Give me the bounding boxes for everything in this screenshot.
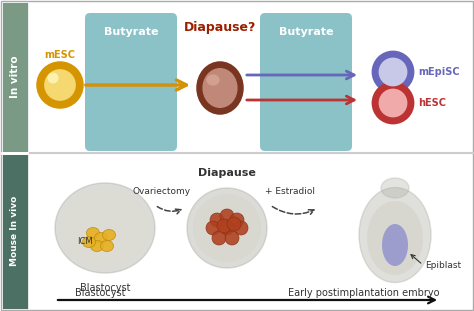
Circle shape <box>234 221 248 235</box>
Text: Blastocyst: Blastocyst <box>75 288 126 298</box>
Ellipse shape <box>82 236 95 248</box>
Circle shape <box>373 83 413 123</box>
Circle shape <box>373 52 413 92</box>
Ellipse shape <box>381 178 409 198</box>
Circle shape <box>217 219 231 233</box>
Circle shape <box>379 89 407 117</box>
Circle shape <box>44 69 76 101</box>
Text: mESC: mESC <box>45 50 75 60</box>
Ellipse shape <box>102 230 116 240</box>
Text: Epiblast: Epiblast <box>425 261 461 270</box>
Ellipse shape <box>206 74 219 86</box>
Circle shape <box>187 188 267 268</box>
Text: Blastocyst: Blastocyst <box>80 283 130 293</box>
FancyBboxPatch shape <box>85 13 177 151</box>
Text: hESC: hESC <box>418 98 446 108</box>
Circle shape <box>47 72 58 83</box>
Ellipse shape <box>198 63 242 113</box>
Circle shape <box>220 221 234 235</box>
Circle shape <box>220 209 234 223</box>
Text: Diapause?: Diapause? <box>184 21 256 35</box>
FancyBboxPatch shape <box>260 13 352 151</box>
Ellipse shape <box>359 188 431 282</box>
Ellipse shape <box>367 201 423 275</box>
Ellipse shape <box>86 228 100 239</box>
Circle shape <box>230 213 244 227</box>
Text: Early postimplantation embryo: Early postimplantation embryo <box>289 288 440 298</box>
Ellipse shape <box>61 189 149 267</box>
Text: In vitro: In vitro <box>10 56 20 98</box>
FancyBboxPatch shape <box>2 2 28 152</box>
Circle shape <box>379 58 407 86</box>
Ellipse shape <box>202 68 237 108</box>
Text: Butyrate: Butyrate <box>104 27 158 37</box>
Circle shape <box>206 221 220 235</box>
Circle shape <box>210 213 224 227</box>
Text: Mouse In vivo: Mouse In vivo <box>10 196 19 266</box>
Text: ICM: ICM <box>77 238 93 247</box>
FancyBboxPatch shape <box>2 154 28 309</box>
Circle shape <box>227 217 241 231</box>
Ellipse shape <box>55 183 155 273</box>
Text: + Estradiol: + Estradiol <box>265 188 315 197</box>
Ellipse shape <box>94 233 108 244</box>
Text: Diapause: Diapause <box>198 168 256 178</box>
Ellipse shape <box>91 240 103 252</box>
Ellipse shape <box>100 240 113 252</box>
Ellipse shape <box>382 224 408 266</box>
Text: Ovariectomy: Ovariectomy <box>133 188 191 197</box>
Text: mEpiSC: mEpiSC <box>418 67 460 77</box>
Text: Butyrate: Butyrate <box>279 27 333 37</box>
Circle shape <box>38 63 82 107</box>
Circle shape <box>212 231 226 245</box>
Circle shape <box>193 194 261 262</box>
Circle shape <box>225 231 239 245</box>
